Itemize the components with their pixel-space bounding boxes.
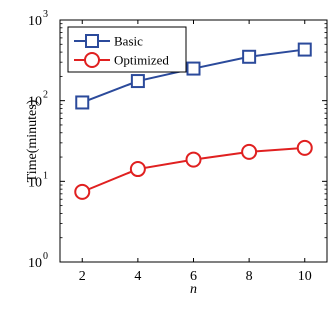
x-tick-label: 10 [298, 269, 312, 284]
data-point-optimized [74, 183, 91, 200]
x-tick-label: 6 [190, 269, 197, 284]
y-tick-label: 10 [28, 256, 42, 271]
legend-basic-label: Basic [114, 34, 143, 49]
series-optimized [74, 139, 313, 200]
legend-basic-marker [85, 34, 99, 48]
legend-optimized-label: Optimized [114, 53, 169, 68]
legend: Basic Optimized [67, 26, 187, 73]
y-tick-exponent: 3 [43, 9, 48, 20]
y-axis-label: Time(minutes) [25, 99, 40, 182]
x-ticks: 2 4 6 8 10 [79, 20, 312, 284]
data-point-optimized [296, 139, 313, 156]
series-basic [75, 42, 312, 110]
data-point-basic [75, 95, 90, 110]
x-tick-label: 4 [134, 269, 141, 284]
y-tick-exponent: 2 [43, 90, 48, 101]
data-point-basic [130, 74, 145, 89]
y-tick-label: 10 [28, 175, 42, 190]
x-tick-label: 2 [79, 269, 86, 284]
data-point-optimized [129, 161, 146, 178]
data-point-basic [186, 61, 201, 76]
y-tick-exponent: 0 [43, 251, 48, 262]
series-layer [74, 42, 313, 200]
data-point-basic [297, 42, 312, 57]
y-tick-label: 10 [28, 95, 42, 110]
y-tick-exponent: 1 [43, 170, 48, 181]
legend-entry-optimized: Optimized [74, 52, 169, 68]
data-point-optimized [241, 143, 258, 160]
data-point-basic [242, 49, 257, 64]
data-point-optimized [185, 151, 202, 168]
x-tick-label: 8 [246, 269, 253, 284]
y-tick-label: 10 [28, 14, 42, 29]
legend-entry-basic: Basic [74, 34, 143, 49]
x-axis-label: n [190, 282, 197, 297]
legend-optimized-marker [84, 52, 100, 68]
